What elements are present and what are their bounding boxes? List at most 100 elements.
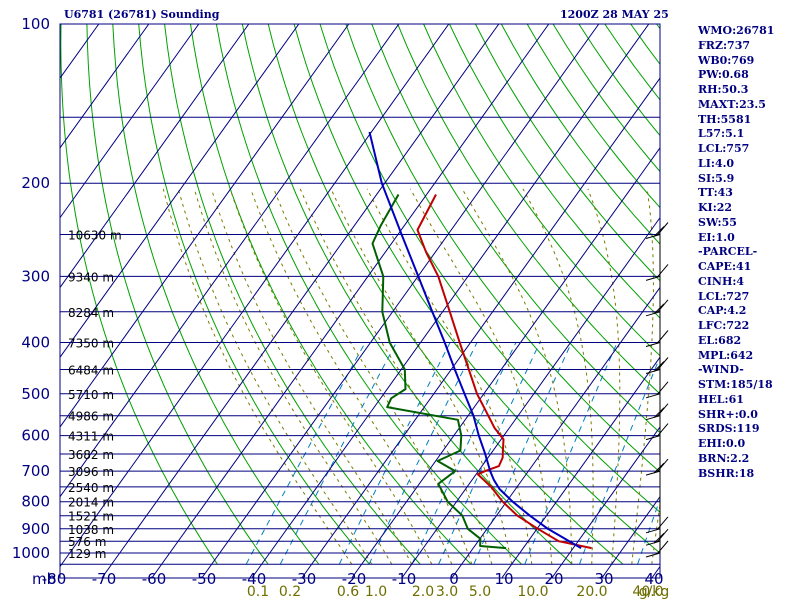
dry-adiabat — [293, 24, 660, 554]
temperature-tick-label: -70 — [92, 570, 117, 588]
temperature-tick-label: 10 — [494, 570, 513, 588]
wind-barb — [656, 423, 669, 437]
isotherm-line — [60, 24, 250, 289]
mixing-ratio-line — [524, 342, 618, 565]
height-label: 10630 m — [68, 229, 122, 243]
stat-line: EHI:0.0 — [698, 437, 746, 450]
moist-adiabat — [631, 188, 654, 565]
height-label: 3682 m — [68, 448, 114, 462]
stat-line: CAP:4.2 — [698, 304, 747, 318]
moist-adiabat — [273, 188, 473, 565]
moist-adiabat — [210, 188, 413, 565]
dry-adiabat — [319, 24, 660, 513]
temperature-tick-label: -10 — [392, 570, 417, 588]
height-label: 1521 m — [68, 510, 114, 524]
axis-unit-label: mb — [32, 570, 56, 588]
height-label: 4311 m — [68, 430, 114, 444]
isotherm-line — [401, 216, 660, 578]
stat-line: LI:4.0 — [698, 156, 735, 170]
mixing-ratio-line — [245, 342, 366, 565]
mixing-ratio-line — [338, 342, 451, 565]
stat-line: -WIND- — [698, 363, 744, 377]
moist-adiabat — [193, 188, 393, 565]
stat-line: RH:50.3 — [698, 83, 749, 96]
mixing-ratio-label: g/kg — [639, 584, 670, 600]
isotherm-line — [501, 356, 660, 578]
stat-line: MAXT:23.5 — [698, 97, 766, 111]
pressure-tick-label: 400 — [21, 334, 50, 352]
stat-line: LFC:722 — [698, 319, 750, 332]
wind-barbs — [645, 222, 669, 558]
height-label: 6484 m — [68, 364, 114, 378]
isotherm-line — [60, 24, 150, 149]
stat-line: TT:43 — [698, 186, 733, 200]
height-label: 1038 m — [68, 523, 114, 537]
isotherm-line — [251, 24, 650, 578]
isotherm-line — [60, 24, 300, 359]
dry-adiabat — [60, 24, 218, 565]
wind-barb — [653, 361, 665, 372]
pressure-tick-label: 900 — [21, 520, 50, 538]
isotherm-line — [201, 24, 600, 578]
mixing-ratio-label: 0.6 — [337, 584, 359, 600]
stat-line: CINH:4 — [698, 274, 745, 288]
isotherm-line — [60, 24, 400, 498]
height-label: 3096 m — [68, 465, 114, 479]
wind-barb — [656, 516, 669, 531]
wind-barb — [656, 330, 669, 344]
isotherm-line — [351, 147, 660, 578]
pressure-tick-label: 500 — [21, 385, 50, 403]
pressure-tick-label: 600 — [21, 427, 50, 445]
isotherm-line — [301, 77, 660, 578]
stat-line: SHR+:0.0 — [698, 407, 758, 421]
moist-adiabat — [409, 188, 553, 565]
dry-adiabats — [60, 24, 660, 565]
wind-barb — [653, 532, 665, 544]
height-label: 2014 m — [68, 496, 114, 510]
mixing-ratio-line — [579, 355, 660, 565]
stat-line: LCL:757 — [698, 142, 750, 155]
pressure-tick-label: 700 — [21, 462, 50, 480]
wind-barb — [653, 303, 665, 315]
height-label: 5710 m — [68, 388, 114, 402]
stat-line: CAPE:41 — [698, 260, 752, 273]
isotherms — [60, 24, 660, 578]
dry-adiabat — [423, 24, 660, 357]
temperature-tick-label: 40 — [644, 570, 663, 588]
temperature-axis: mb-80 -70 -60 -50 -40 -30 -20 -10 0 10 20 30 40 — [32, 570, 664, 588]
stat-line: BSHR:18 — [698, 466, 755, 480]
moist-adiabat — [651, 500, 660, 565]
dry-adiabat — [190, 24, 472, 565]
chart-title: U6781 (26781) Sounding — [64, 8, 220, 21]
moist-adiabat — [366, 188, 533, 565]
temperature-tick-label: -50 — [192, 570, 217, 588]
wind-barb — [656, 222, 669, 236]
pressure-tick-label: 200 — [21, 174, 50, 192]
dry-adiabat — [371, 24, 660, 434]
pressure-tick-label: 100 — [21, 15, 50, 33]
parcel-line — [368, 131, 582, 549]
stat-line: EI:1.0 — [698, 230, 735, 244]
isotherm-line — [60, 24, 200, 219]
stat-line: TH:5581 — [698, 112, 752, 126]
moist-adiabat — [522, 188, 594, 565]
pressure-tick-label: 1000 — [12, 544, 50, 562]
wind-barb — [653, 462, 665, 474]
mixing-ratio-line — [438, 342, 541, 565]
mixing-ratio-label: 2.0 — [412, 584, 434, 600]
isotherm-line — [60, 24, 450, 568]
mixing-ratio-line — [473, 342, 572, 565]
mixing-ratio-label: 1.0 — [365, 584, 387, 600]
stat-line: -PARCEL- — [698, 245, 758, 259]
moist-adiabat — [162, 188, 353, 565]
stat-line: KI:22 — [698, 201, 733, 214]
stat-line: WMO:26781 — [698, 24, 775, 37]
height-label: 9340 m — [68, 270, 114, 284]
height-label: 8284 m — [68, 306, 114, 320]
isotherm-line — [551, 426, 660, 578]
moist-adiabat — [250, 188, 453, 565]
dry-adiabat — [241, 24, 573, 565]
stat-line: PW:0.68 — [698, 68, 749, 82]
moist-adiabat — [461, 188, 573, 565]
